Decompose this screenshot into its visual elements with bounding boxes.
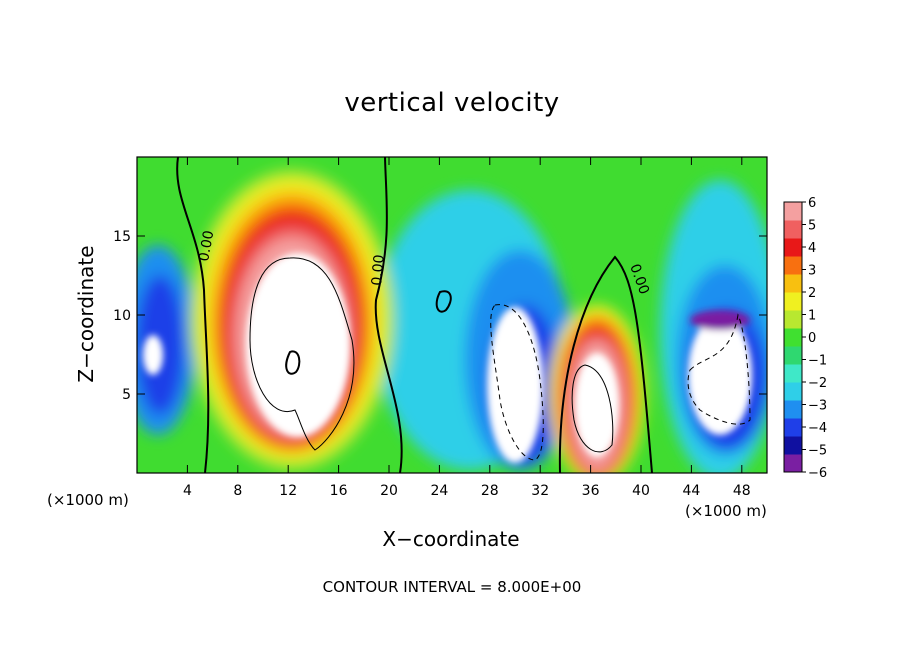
x-tick-label: 16 [330, 483, 348, 499]
contour-interval-note: CONTOUR INTERVAL = 8.000E+00 [322, 578, 582, 596]
colorbar-tick-label: −2 [808, 376, 827, 391]
downdraft-contour-center [490, 304, 544, 461]
zero-contour-mid [374, 157, 403, 473]
colorbar-swatch [784, 382, 802, 401]
colorbar-swatch [784, 310, 802, 329]
zero-contour-left [176, 157, 210, 473]
colorbar-swatch [784, 400, 802, 419]
x-tick-label: 36 [582, 483, 600, 499]
colorbar-tick-label: 3 [808, 264, 816, 279]
y-tick-label: 15 [113, 229, 131, 245]
chart-title: vertical velocity [344, 88, 560, 118]
secondary-core-contour [571, 364, 614, 453]
colorbar-swatch [784, 202, 802, 221]
colorbar-swatch [784, 220, 802, 239]
colorbar-tick-label: −5 [808, 444, 827, 459]
colorbar-tick-label: −6 [808, 466, 827, 481]
downdraft-contour-right [687, 313, 751, 425]
contour-label: 0.00 [196, 229, 217, 262]
colorbar-tick-label: 2 [808, 286, 816, 301]
x-tick-label: 12 [279, 483, 297, 499]
x-tick-label: 24 [430, 483, 448, 499]
x-tick-label: 28 [481, 483, 499, 499]
isolated-contour [435, 290, 452, 313]
contour-label: 0.00 [369, 254, 388, 286]
small-closed-contour [285, 350, 301, 375]
y-tick-label: 5 [122, 387, 131, 403]
contour-lines [176, 157, 751, 473]
updraft-core-contour [249, 257, 355, 451]
x-tick-label: 32 [531, 483, 549, 499]
colorbar: 6 5 4 3 2 1 0 −1 −2 −3 −4 −5 −6 [783, 196, 827, 481]
colorbar-swatch [784, 364, 802, 383]
colorbar-tick-label: 0 [808, 331, 816, 346]
x-unit-label-left: (×1000 m) [47, 491, 129, 509]
x-tick-label: 20 [380, 483, 398, 499]
colorbar-tick-label: −1 [808, 354, 827, 369]
colorbar-tick-label: 4 [808, 241, 816, 256]
field-core-layer [143, 253, 752, 463]
colorbar-swatch [784, 256, 802, 275]
colorbar-swatch [784, 292, 802, 311]
colorbar-tick-label: 6 [808, 196, 816, 211]
x-tick-label: 8 [233, 483, 242, 499]
x-axis-label: X−coordinate [382, 527, 520, 551]
colorbar-swatch [784, 274, 802, 293]
colorbar-swatch [784, 346, 802, 365]
x-tick-label: 48 [733, 483, 751, 499]
colorbar-swatch [784, 418, 802, 437]
zero-contour-right [558, 255, 653, 473]
x-tick-label: 40 [632, 483, 650, 499]
colorbar-swatch [784, 238, 802, 257]
colorbar-swatch [784, 436, 802, 455]
velocity-field [137, 157, 767, 473]
colorbar-tick-label: −4 [808, 421, 827, 436]
colorbar-tick-label: 5 [808, 219, 816, 234]
x-tick-label: 44 [682, 483, 700, 499]
colorbar-tick-label: −3 [808, 399, 827, 414]
colorbar-swatch [784, 328, 802, 347]
colorbar-swatch [784, 454, 802, 473]
y-tick-label: 10 [113, 308, 131, 324]
x-tick-label: 4 [183, 483, 192, 499]
colorbar-tick-label: 1 [808, 309, 816, 324]
x-unit-label-right: (×1000 m) [685, 502, 767, 520]
